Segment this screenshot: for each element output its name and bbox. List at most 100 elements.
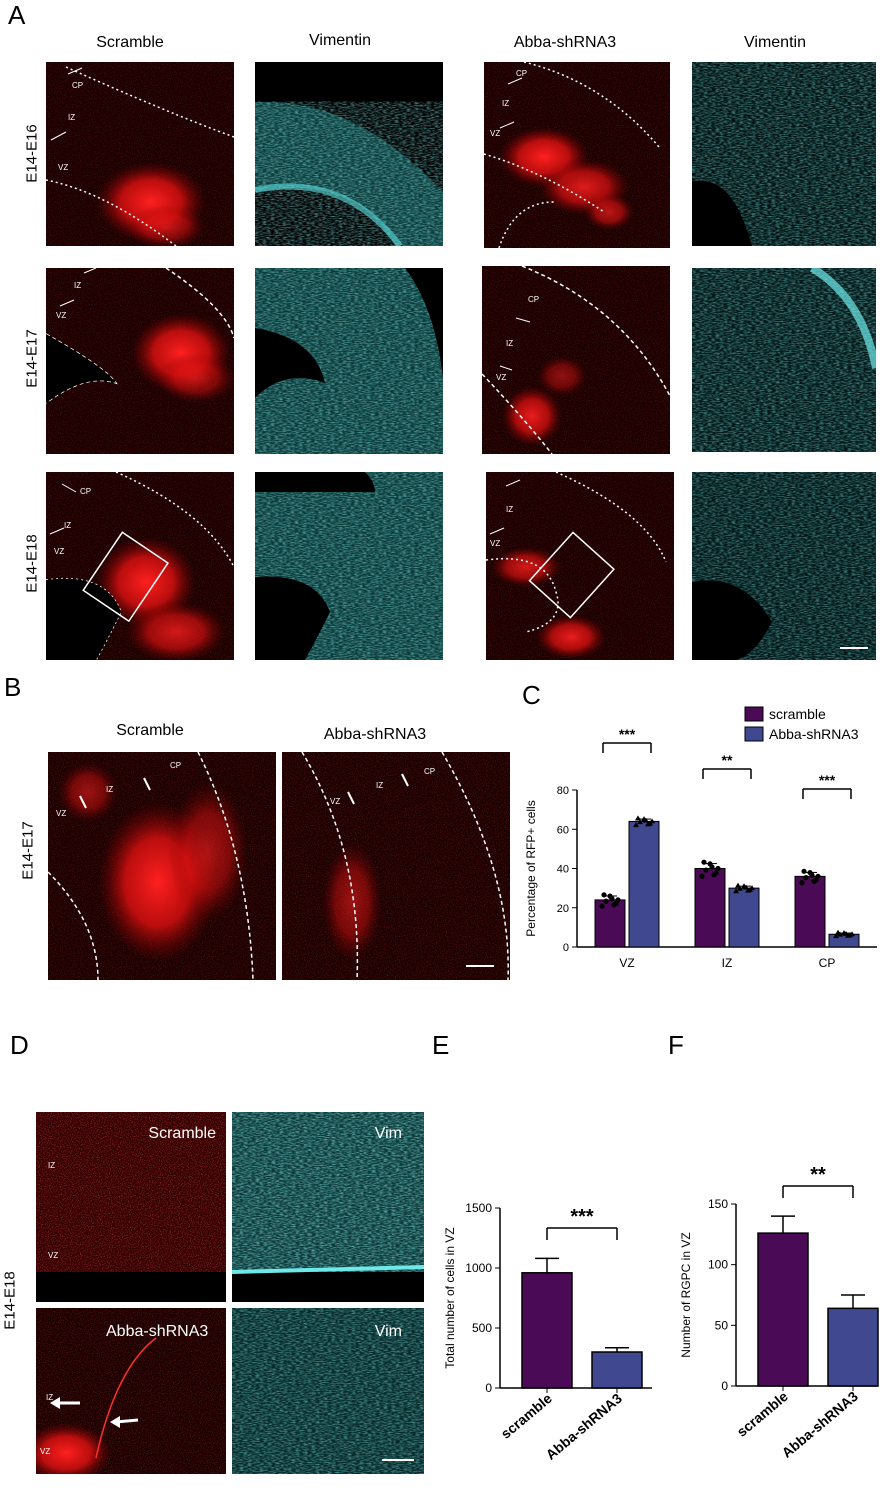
y-tick-label: 80: [557, 785, 569, 797]
d-label-vim-1: Vim: [375, 1125, 402, 1142]
legend-label: scramble: [769, 706, 826, 722]
zone-label: VZ: [330, 797, 340, 806]
significance-label: ***: [619, 726, 636, 742]
significance-label: ***: [570, 1206, 594, 1228]
d-label-scramble: Scramble: [148, 1125, 216, 1142]
image-d-abba: Abba-shRNA3 IZ VZ: [36, 1308, 226, 1474]
data-point: [735, 882, 741, 888]
chart-e: 0 500 1000 1500 Total number of cells in VZ s…: [432, 1180, 664, 1496]
y-tick-label: 0: [485, 1381, 492, 1395]
col-title-vimentin-1: Vimentin: [309, 32, 371, 49]
data-point: [703, 867, 709, 873]
y-tick-label: 0: [721, 1379, 728, 1393]
legend-label: Abba-shRNA3: [769, 726, 859, 742]
image-b-abba: VZ IZ CP: [282, 752, 510, 980]
panel-letter-c: C: [522, 680, 541, 710]
y-axis-label: Total number of cells in VZ: [443, 1227, 457, 1368]
zone-label: VZ: [48, 1251, 58, 1260]
data-point: [847, 932, 853, 938]
panel-letter-b: B: [4, 672, 22, 702]
zone-label: IZ: [506, 505, 513, 514]
zone-label: IZ: [74, 281, 81, 290]
x-tick-label: Abba-shRNA3: [543, 1390, 626, 1463]
image-a-vimentin-abba-e17: [692, 268, 876, 452]
data-point: [647, 820, 653, 826]
d-label-abba: Abba-shRNA3: [106, 1323, 208, 1340]
data-point: [701, 859, 707, 865]
image-d-vim-2: Vim: [232, 1308, 424, 1474]
zone-label: CP: [170, 761, 181, 770]
significance-label: ***: [819, 772, 836, 788]
chart-c: 0 20 40 60 80 Percentage of RFP+ cells VZ *** IZ…: [515, 695, 887, 985]
col-title-vimentin-2: Vimentin: [744, 34, 806, 51]
zone-label: IZ: [48, 1161, 55, 1170]
chart-f: 0 50 100 150 Number of RGPC in VZ scramble Abb…: [668, 1140, 888, 1496]
bar: [628, 820, 660, 948]
panel-letter-e: E: [432, 1030, 450, 1060]
data-point: [601, 892, 607, 898]
zone-label: VZ: [40, 1447, 50, 1456]
zone-label: IZ: [106, 785, 113, 794]
image-a-vimentin-e17: [255, 268, 443, 454]
zone-label: VZ: [56, 809, 66, 818]
zone-label: IZ: [64, 521, 71, 530]
image-a-abba-e17: CP IZ VZ: [482, 266, 670, 454]
panel-letter-d: D: [10, 1030, 29, 1060]
y-tick-label: 1000: [465, 1261, 492, 1275]
x-tick-label: CP: [819, 956, 836, 970]
data-point: [709, 864, 715, 870]
y-tick-label: 50: [715, 1318, 729, 1332]
data-point: [599, 903, 605, 909]
row-label-e14-e18: E14-E18: [23, 534, 41, 593]
bar: [594, 899, 626, 948]
image-a-vimentin-e16: [255, 62, 443, 246]
significance-label: **: [810, 1164, 826, 1186]
bar: [591, 1351, 643, 1389]
zone-label: IZ: [68, 113, 75, 122]
x-tick-label: Abba-shRNA3: [779, 1388, 862, 1461]
x-tick-label: scramble: [498, 1390, 556, 1442]
legend-swatch: [744, 726, 764, 742]
y-tick-label: 100: [708, 1258, 728, 1272]
zone-label: CP: [516, 69, 527, 78]
bar: [757, 1232, 809, 1387]
image-a-abba-e16: CP IZ VZ: [484, 62, 670, 248]
data-point: [733, 888, 739, 894]
y-tick-label: 150: [708, 1197, 728, 1211]
zone-label: IZ: [376, 781, 383, 790]
bar: [728, 887, 760, 948]
zone-label: IZ: [502, 99, 509, 108]
row-label-e14-e16: E14-E16: [23, 124, 41, 183]
bar: [694, 868, 726, 948]
b-title-abba: Abba-shRNA3: [323, 726, 427, 743]
d-row-label: E14-E18: [1, 1271, 19, 1330]
data-point: [843, 930, 849, 936]
data-point: [803, 875, 809, 881]
d-label-vim-2: Vim: [375, 1323, 402, 1340]
image-a-vimentin-e18: [255, 472, 443, 660]
y-tick-label: 60: [557, 824, 569, 836]
data-point: [833, 933, 839, 939]
zone-label: VZ: [496, 373, 506, 382]
y-tick-label: 500: [472, 1321, 492, 1335]
b-row-label: E14-E17: [19, 821, 37, 880]
zone-label: VZ: [54, 547, 64, 556]
zone-label: IZ: [506, 339, 513, 348]
data-point: [713, 870, 719, 876]
image-d-scramble: Scramble IZ VZ: [36, 1112, 226, 1302]
data-point: [637, 819, 643, 825]
x-tick-label: scramble: [734, 1388, 792, 1440]
x-tick-label: VZ: [619, 956, 634, 970]
col-title-abba: Abba-shRNA3: [513, 34, 617, 51]
data-point: [609, 896, 615, 902]
y-axis-label: Percentage of RFP+ cells: [524, 800, 538, 936]
data-point: [747, 887, 753, 893]
zone-label: VZ: [58, 163, 68, 172]
data-point: [743, 884, 749, 890]
data-point: [801, 868, 807, 874]
image-d-vim-1: Vim: [232, 1112, 424, 1302]
b-title-scramble: Scramble: [116, 722, 184, 739]
zone-label: IZ: [46, 1393, 53, 1402]
image-a-abba-e18: IZ VZ: [486, 472, 674, 660]
zone-label: CP: [528, 295, 539, 304]
